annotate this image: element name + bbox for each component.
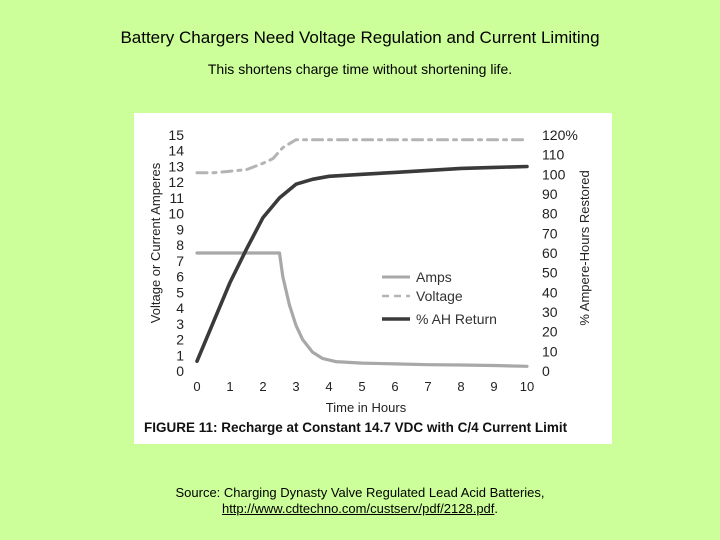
y2-tick-label: 110 [542, 147, 565, 163]
x-tick-label: 2 [259, 379, 266, 394]
legend-label-ah-return: % AH Return [416, 311, 497, 327]
y-tick-label: 15 [168, 127, 184, 143]
source-note: Source: Charging Dynasty Valve Regulated… [0, 485, 720, 517]
y2-tick-label: 80 [542, 206, 558, 222]
x-axis-label: Time in Hours [326, 400, 407, 415]
slide-subtitle: This shortens charge time without shorte… [207, 61, 513, 77]
y-tick-label: 13 [168, 158, 184, 174]
source-suffix: . [494, 501, 499, 516]
y2-tick-label: 20 [542, 324, 558, 340]
legend-label-amps: Amps [416, 269, 452, 285]
y-tick-label: 0 [176, 363, 184, 379]
y2-tick-label: 100 [542, 166, 566, 182]
y2-tick-label: 70 [542, 225, 558, 241]
y-tick-label: 6 [176, 269, 184, 285]
y2-tick-label: 0 [542, 363, 550, 379]
series-line-voltage [195, 138, 529, 175]
figure-panel: 0 1 2 3 4 5 6 7 8 9 10 0 1 2 3 4 5 6 7 8 9 10 11 12 13 14 15 0 10 2… [134, 113, 612, 444]
y2-tick-label: 40 [542, 284, 558, 300]
x-tick-label: 1 [226, 379, 233, 394]
y-axis-label: Voltage or Current Amperes [148, 162, 163, 323]
x-tick-label: 6 [391, 379, 398, 394]
y2-tick-label: 120% [542, 127, 578, 143]
y-tick-label: 9 [176, 221, 184, 237]
y2-tick-labels: 0 10 20 30 40 50 60 70 80 90 100 110 120% [542, 127, 578, 379]
y-tick-label: 12 [168, 174, 184, 190]
x-tick-label: 7 [424, 379, 431, 394]
y-tick-label: 3 [176, 316, 184, 332]
y2-tick-label: 10 [542, 343, 558, 359]
legend-label-voltage: Voltage [416, 288, 463, 304]
source-text: Source: Charging Dynasty Valve Regulated… [175, 485, 545, 500]
y2-tick-label: 30 [542, 304, 558, 320]
x-tick-label: 8 [457, 379, 464, 394]
y-tick-label: 8 [176, 237, 184, 253]
legend: Amps Voltage % AH Return [382, 269, 497, 327]
series-line-amps [195, 251, 529, 368]
slide-title: Battery Chargers Need Voltage Regulation… [120, 28, 600, 47]
y-tick-label: 5 [176, 284, 184, 300]
x-tick-labels: 0 1 2 3 4 5 6 7 8 9 10 [193, 379, 534, 394]
y2-tick-label: 60 [542, 245, 558, 261]
x-tick-label: 10 [520, 379, 534, 394]
y2-axis-label: % Ampere-Hours Restored [577, 170, 592, 325]
y-tick-label: 4 [176, 300, 184, 316]
y2-tick-label: 50 [542, 265, 558, 281]
x-tick-label: 9 [490, 379, 497, 394]
y-tick-label: 11 [169, 190, 184, 206]
x-tick-label: 5 [358, 379, 365, 394]
y-tick-label: 10 [168, 206, 184, 222]
x-tick-label: 0 [193, 379, 200, 394]
y-tick-label: 2 [176, 332, 184, 348]
y2-tick-label: 90 [542, 186, 558, 202]
y-tick-label: 1 [176, 347, 184, 363]
source-link-line: http://www.cdtechno.com/custserv/pdf/212… [0, 501, 720, 517]
figure-caption: FIGURE 11: Recharge at Constant 14.7 VDC… [144, 420, 568, 435]
x-tick-label: 4 [325, 379, 332, 394]
series-line-ah-return [195, 164, 529, 363]
series-lines [195, 138, 529, 368]
source-link[interactable]: http://www.cdtechno.com/custserv/pdf/212… [221, 501, 495, 516]
x-tick-label: 3 [292, 379, 299, 394]
y-tick-label: 14 [168, 143, 184, 159]
y-tick-label: 7 [176, 253, 184, 269]
